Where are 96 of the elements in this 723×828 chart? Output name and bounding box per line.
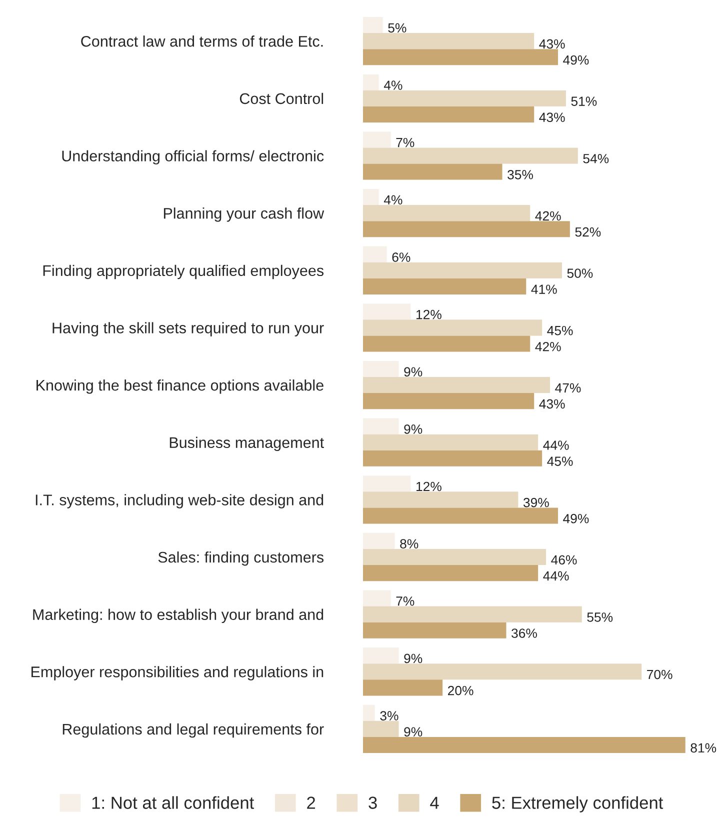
bar [362, 132, 391, 148]
bar [362, 622, 506, 638]
bar [362, 476, 411, 492]
bar [362, 704, 375, 721]
data-label: 47% [555, 383, 581, 393]
data-label: 4% [384, 80, 402, 90]
data-label: 6% [392, 252, 410, 262]
y-tick-label: Planning your cash flow [164, 208, 324, 222]
data-label: 12% [416, 310, 442, 320]
data-label: 39% [523, 498, 549, 508]
bar [362, 720, 399, 737]
bar [362, 336, 530, 352]
bar [362, 33, 534, 50]
y-tick-label: Employer responsibilities and regulations in [32, 666, 324, 680]
y-tick-label: Contract law and terms of trade Etc. [81, 36, 323, 47]
bar [362, 492, 518, 508]
y-tick-label: Regulations and legal requirements for [62, 723, 324, 738]
legend-label: 5: Extremely confident [492, 796, 664, 812]
data-label: 7% [396, 596, 414, 606]
y-tick-label: Cost Control [240, 92, 324, 104]
data-label: 12% [416, 482, 442, 492]
bar [362, 418, 399, 434]
data-label: 46% [551, 555, 577, 565]
bar [362, 532, 395, 549]
data-label: 35% [508, 170, 533, 180]
bar [362, 49, 558, 66]
bar [362, 246, 387, 262]
data-label: 9% [404, 727, 422, 737]
data-label: 3% [380, 711, 398, 720]
bar [362, 320, 542, 336]
data-label: 36% [512, 628, 537, 638]
data-label: 4% [384, 195, 402, 205]
data-label: 42% [535, 211, 561, 221]
y-tick-label: I.T. systems, including web-site design and [36, 494, 324, 508]
y-tick-label: Having the skill sets required to run your [52, 322, 324, 336]
y-tick-label: Marketing: how to establish your brand and [33, 608, 324, 624]
bar [362, 606, 582, 622]
bar [362, 393, 534, 410]
data-label: 8% [400, 539, 418, 548]
bar [362, 434, 538, 450]
legend-label: 1: Not at all confident [92, 796, 254, 809]
y-tick-label: Understanding official forms/ electronic [62, 150, 324, 164]
bar [362, 148, 578, 164]
bar [362, 648, 399, 664]
data-label: 41% [531, 284, 557, 294]
data-label: 55% [587, 612, 613, 622]
bar [362, 262, 562, 278]
bar [362, 188, 379, 206]
bar [362, 17, 383, 34]
bar [362, 74, 379, 90]
data-label: 45% [547, 326, 573, 336]
data-label: 9% [404, 424, 422, 434]
data-label: 7% [396, 138, 414, 148]
data-label: 52% [575, 227, 601, 237]
bar [362, 450, 542, 466]
data-label: 9% [404, 367, 422, 377]
data-label: 49% [563, 55, 589, 65]
data-label: 44% [543, 571, 569, 581]
data-label: 42% [535, 342, 561, 352]
bar [362, 106, 534, 122]
bar [362, 304, 411, 320]
legend-label: 4 [430, 796, 439, 809]
data-label: 49% [563, 514, 589, 524]
data-label: 43% [539, 112, 565, 122]
bar [362, 664, 642, 680]
data-label: 5% [388, 23, 406, 33]
data-label: 81% [690, 743, 716, 753]
bar [362, 278, 526, 294]
data-label: 43% [539, 39, 565, 49]
data-label: 45% [547, 456, 573, 466]
data-label: 70% [647, 670, 672, 680]
data-label: 20% [448, 686, 474, 696]
data-label: 44% [543, 440, 569, 450]
y-tick-label: Knowing the best finance options available [36, 379, 324, 394]
bar [362, 508, 558, 524]
y-tick-label: Finding appropriately qualified employees [43, 264, 324, 280]
data-label: 51% [571, 96, 597, 106]
bar [362, 360, 399, 377]
bar [362, 90, 566, 106]
data-label: 9% [404, 654, 422, 664]
bar [362, 736, 686, 754]
data-label: 50% [567, 268, 593, 278]
bar [362, 205, 530, 222]
bar [362, 376, 550, 394]
bar [362, 680, 443, 696]
y-tick-label: Sales: finding customers [158, 551, 324, 566]
data-label: 43% [539, 399, 565, 409]
bar [362, 164, 502, 180]
bar [362, 548, 546, 566]
bar [362, 221, 570, 238]
y-tick-label: Business management [170, 436, 324, 452]
bar [362, 565, 538, 582]
data-label: 54% [583, 154, 609, 164]
legend-label: 3 [368, 796, 377, 809]
bar [362, 590, 391, 606]
legend-label: 2 [307, 796, 316, 809]
